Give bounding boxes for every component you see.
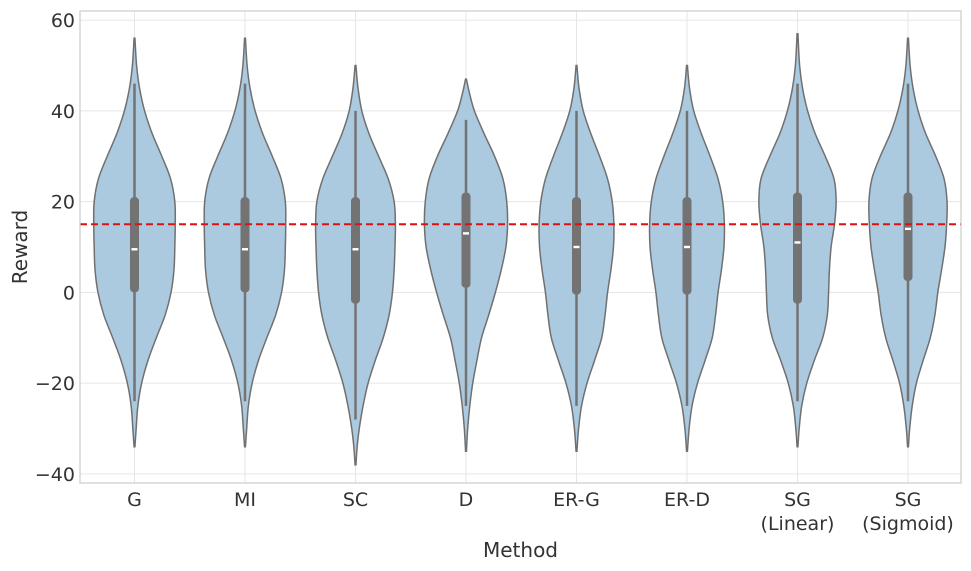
plot-frame <box>79 10 962 484</box>
violin-median <box>684 245 690 249</box>
x-tick-labels: G MI SC D ER-G ER-D SG(Linear)SG(Sigmoid) <box>127 489 954 535</box>
x-axis-label: Method <box>483 538 558 562</box>
violin-median <box>463 232 469 235</box>
x-tick-label: MI <box>234 489 256 511</box>
violin-group <box>203 37 287 448</box>
violin-group <box>538 64 615 452</box>
x-tick-label: (Sigmoid) <box>862 513 954 535</box>
violin-median <box>352 248 359 251</box>
violin-iqr-box <box>793 192 802 304</box>
violin-group <box>868 37 948 448</box>
violin-iqr-box <box>461 192 471 288</box>
y-tick-labels: −40 −20 0 20 40 60 <box>35 10 75 486</box>
violin-iqr-box <box>130 197 139 293</box>
violin-median <box>131 248 138 251</box>
violin-median <box>905 227 911 231</box>
x-tick-label: ER-D <box>664 489 710 511</box>
violin-group <box>314 64 397 466</box>
x-tick-label: ER-G <box>553 489 600 511</box>
x-tick-label: SG <box>895 489 922 511</box>
violin-median <box>242 248 248 251</box>
violin-group <box>423 78 509 452</box>
violin-median <box>794 241 801 244</box>
x-tick-label: SC <box>343 489 368 511</box>
violin-group <box>758 32 837 448</box>
violin-iqr-box <box>240 197 250 293</box>
y-tick-label: 60 <box>51 10 75 32</box>
x-tick-label: G <box>127 489 142 511</box>
violin-iqr-box <box>903 192 913 282</box>
x-tick-label: (Linear) <box>761 513 835 535</box>
y-tick-label: 40 <box>51 101 75 123</box>
y-axis-label: Reward <box>8 210 32 284</box>
violin-group <box>648 64 726 452</box>
y-tick-label: 0 <box>63 282 75 304</box>
violins <box>92 32 948 466</box>
violin-median <box>573 245 580 249</box>
y-tick-label: −40 <box>35 464 75 486</box>
violin-group <box>92 37 177 448</box>
y-tick-label: 20 <box>51 192 75 214</box>
x-tick-label: D <box>459 489 474 511</box>
y-tick-label: −20 <box>35 373 75 395</box>
x-tick-label: SG <box>784 489 811 511</box>
